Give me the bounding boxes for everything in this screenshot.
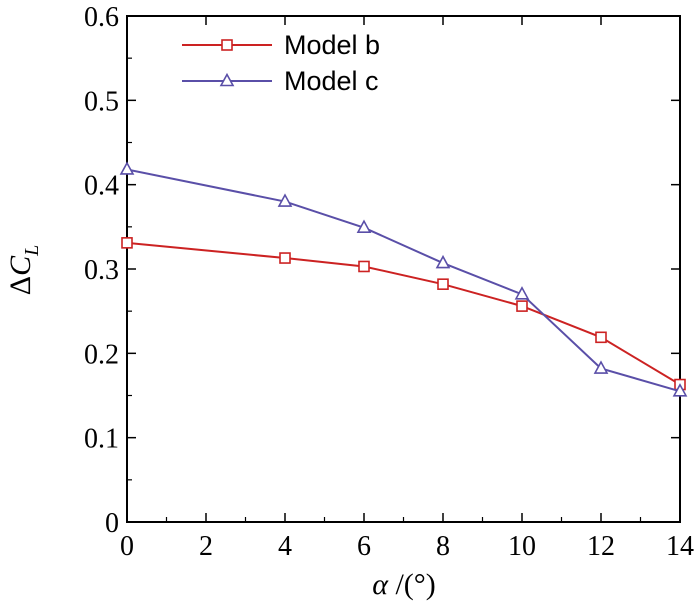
legend-item: Model b <box>182 30 380 60</box>
y-tick-label: 0.6 <box>84 2 119 33</box>
x-tick-label: 10 <box>508 531 536 562</box>
x-tick-label: 2 <box>199 531 213 562</box>
y-tick-label: 0 <box>105 508 119 539</box>
data-point <box>437 278 449 290</box>
data-point <box>279 252 291 264</box>
x-axis-title: α /(°) <box>372 568 436 601</box>
data-point <box>595 331 607 344</box>
legend-item: Model c <box>182 66 379 96</box>
y-axis-title: ΔCL <box>4 245 43 295</box>
data-point <box>514 286 530 300</box>
data-point <box>435 254 451 269</box>
tick-labels: 0 2 4 6 8 10 12 14 0 0.1 0.2 0.3 0.4 0.5 0.6 <box>84 2 694 562</box>
data-point <box>672 383 688 397</box>
y-tick-label: 0.2 <box>84 339 119 370</box>
series-group <box>119 161 688 397</box>
legend-marker <box>219 72 235 87</box>
legend-label: Model b <box>284 30 380 60</box>
data-point <box>593 360 609 374</box>
series-line <box>126 168 681 393</box>
x-tick-label: 0 <box>120 531 134 562</box>
x-tick-label: 6 <box>357 531 371 562</box>
series-model-b <box>121 237 686 391</box>
data-point <box>121 237 133 249</box>
y-tick-label: 0.5 <box>84 86 119 117</box>
data-point <box>516 300 528 312</box>
legend-marker <box>221 39 233 51</box>
y-tick-label: 0.3 <box>84 255 119 286</box>
legend-label: Model c <box>284 66 379 96</box>
plot-frame <box>126 15 681 523</box>
y-tick-label: 0.1 <box>84 424 119 455</box>
series-model-c <box>119 161 688 397</box>
x-axis-label: α /(°) <box>372 568 436 601</box>
data-point <box>119 161 135 175</box>
y-tick-label: 0.4 <box>84 171 119 202</box>
x-tick-label: 8 <box>436 531 450 562</box>
data-point <box>356 219 372 233</box>
data-point <box>277 193 293 207</box>
x-tick-label: 14 <box>666 531 694 562</box>
data-point <box>358 260 370 273</box>
legend: Model b Model c <box>182 30 380 96</box>
x-tick-label: 12 <box>587 531 615 562</box>
y-axis-label: ΔCL <box>4 245 43 295</box>
x-tick-label: 4 <box>278 531 292 562</box>
axis-ticks <box>126 15 681 523</box>
series-line <box>126 241 681 386</box>
